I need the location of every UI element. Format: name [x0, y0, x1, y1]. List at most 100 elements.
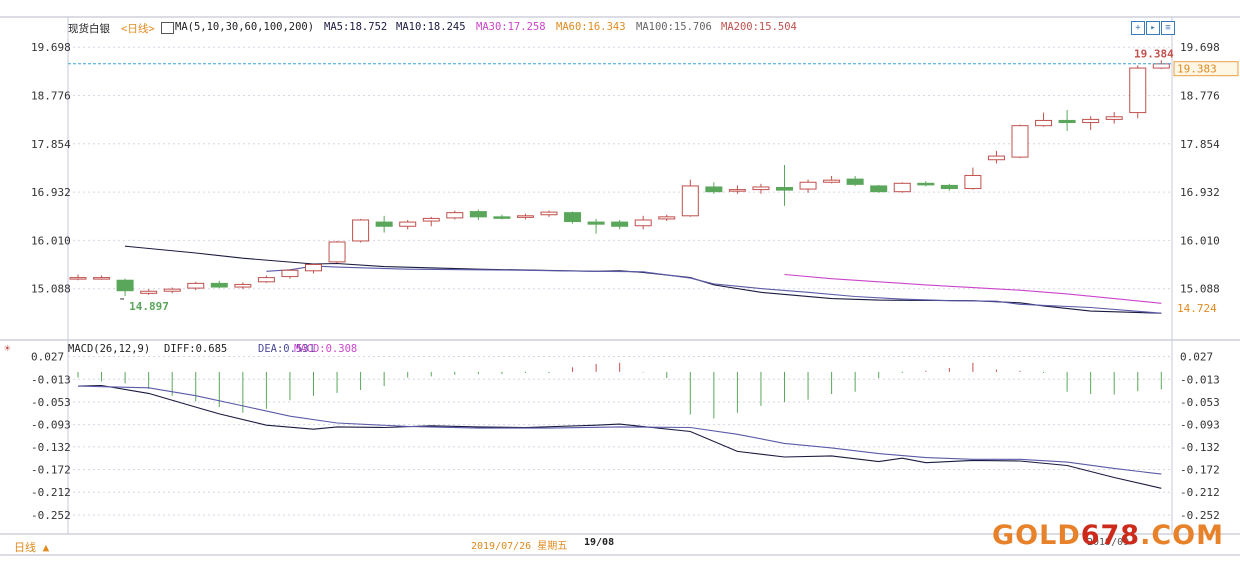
candle-body: [187, 282, 205, 289]
candle-body: [93, 277, 111, 280]
candle-body: [564, 212, 582, 223]
watermark-num: 678: [1080, 520, 1141, 551]
candle-body: [1011, 125, 1029, 158]
candle-body: [116, 279, 134, 292]
macd-tick-label-right: -0.013: [1180, 373, 1220, 386]
candle-body: [210, 282, 228, 288]
ma-line-0: [125, 245, 1162, 314]
ma30-value: MA30:17.258: [476, 21, 546, 33]
right-extra-label: 14.724: [1177, 302, 1217, 315]
macd-tick-label-left: -0.053: [31, 396, 71, 409]
candle-body: [658, 216, 676, 220]
candle-body: [305, 264, 322, 272]
candle-body: [352, 219, 370, 242]
macd-tick-label-left: -0.212: [31, 486, 71, 499]
candle-body: [752, 186, 770, 191]
low-price-label: 14.897: [129, 300, 169, 313]
candle-body: [1105, 116, 1123, 120]
watermark-com: .COM: [1140, 520, 1225, 551]
candle-body: [422, 217, 440, 222]
candle-body: [69, 277, 87, 280]
ma-toggle-icon[interactable]: [161, 22, 174, 34]
candle-body: [846, 178, 864, 185]
macd-tick-label-left: -0.093: [31, 419, 71, 432]
candle-body: [516, 215, 534, 218]
price-tick-label-left: 16.010: [31, 234, 71, 247]
price-tick-label-right: 16.932: [1180, 186, 1220, 199]
candle-body: [469, 211, 487, 218]
candle-body: [799, 181, 817, 190]
price-tick-label-right: 19.698: [1180, 41, 1220, 54]
ma100-value: MA100:15.706: [636, 21, 712, 33]
ma60-value: MA60:16.343: [556, 21, 626, 33]
candle-body: [281, 269, 299, 278]
candle-body: [681, 185, 699, 217]
last-price-label: 19.384: [1134, 48, 1174, 61]
candle-body: [705, 186, 723, 193]
candle-body: [399, 221, 417, 227]
period-label[interactable]: <日线>: [121, 23, 155, 35]
macd-tick-label-right: -0.053: [1180, 396, 1220, 409]
candle-body: [163, 288, 181, 292]
expand-icon[interactable]: ≡: [1161, 21, 1175, 35]
period-button[interactable]: 日线 ▲: [14, 541, 50, 554]
last-price-box-label: 19.383: [1177, 63, 1217, 76]
macd-dea-value: DEA:0.531: [258, 343, 315, 355]
macd-tick-label-right: 0.027: [1180, 351, 1213, 364]
candle-body: [257, 277, 275, 283]
candle-body: [140, 290, 158, 294]
candle-body: [964, 174, 982, 190]
price-tick-label-left: 19.698: [31, 41, 71, 54]
ma-line-1: [266, 265, 1162, 314]
price-tick-label-left: 15.088: [31, 283, 71, 296]
macd-tick-label-right: -0.252: [1180, 509, 1220, 522]
crosshair-icon[interactable]: +: [1131, 21, 1145, 35]
macd-settings-icon[interactable]: ☀: [4, 342, 11, 355]
month-label-1909: 2019/09: [1087, 537, 1130, 548]
candle-body: [493, 216, 511, 219]
zoom-icon[interactable]: ▸: [1146, 21, 1160, 35]
macd-diff-value: DIFF:0.685: [164, 343, 228, 355]
candle-body: [234, 283, 252, 288]
price-tick-label-right: 17.854: [1180, 138, 1220, 151]
crosshair-date-label: 2019/07/26 星期五: [471, 541, 568, 552]
candle-body: [893, 182, 911, 193]
candle-body: [823, 179, 841, 183]
watermark-gold: GOLD: [992, 520, 1081, 551]
macd-tick-label-left: 0.027: [31, 351, 64, 364]
macd-tick-label-left: -0.172: [31, 464, 71, 477]
ma10-value: MA10:18.245: [396, 21, 466, 33]
candle-body: [728, 189, 746, 192]
price-tick-label-left: 17.854: [31, 138, 71, 151]
symbol-title: 现货白银: [68, 23, 110, 35]
price-tick-label-left: 16.932: [31, 186, 71, 199]
macd-tick-label-right: -0.093: [1180, 419, 1220, 432]
candle-body: [1035, 119, 1053, 127]
candle-body: [375, 221, 393, 227]
macd-tick-label-right: -0.132: [1180, 441, 1220, 454]
candle-body: [917, 182, 935, 186]
candle-body: [940, 184, 958, 190]
macd-macd-value: MACD:0.308: [294, 343, 358, 355]
macd-tick-label-right: -0.212: [1180, 486, 1220, 499]
macd-tick-label-left: -0.132: [31, 441, 71, 454]
candle-body: [611, 221, 629, 227]
price-tick-label-right: 15.088: [1180, 283, 1220, 296]
candle-body: [634, 219, 652, 227]
candle-body: [328, 241, 346, 263]
candle-body: [1152, 63, 1170, 69]
macd-dea-line: [77, 385, 1162, 475]
macd-tick-label-right: -0.172: [1180, 464, 1220, 477]
watermark-logo: GOLD678.COM: [992, 520, 1224, 551]
ma200-value: MA200:15.504: [721, 21, 797, 33]
candle-body: [587, 221, 605, 225]
candle-body: [540, 211, 558, 216]
macd-params: MACD(26,12,9): [68, 343, 151, 355]
month-label-1908: 19/08: [584, 537, 615, 548]
candle-body: [446, 212, 464, 219]
macd-tick-label-left: -0.252: [31, 509, 71, 522]
last-price-box: [1173, 61, 1239, 77]
price-tick-label-right: 16.010: [1180, 234, 1220, 247]
candle-body: [987, 155, 1005, 161]
price-tick-label-right: 18.776: [1180, 90, 1220, 103]
